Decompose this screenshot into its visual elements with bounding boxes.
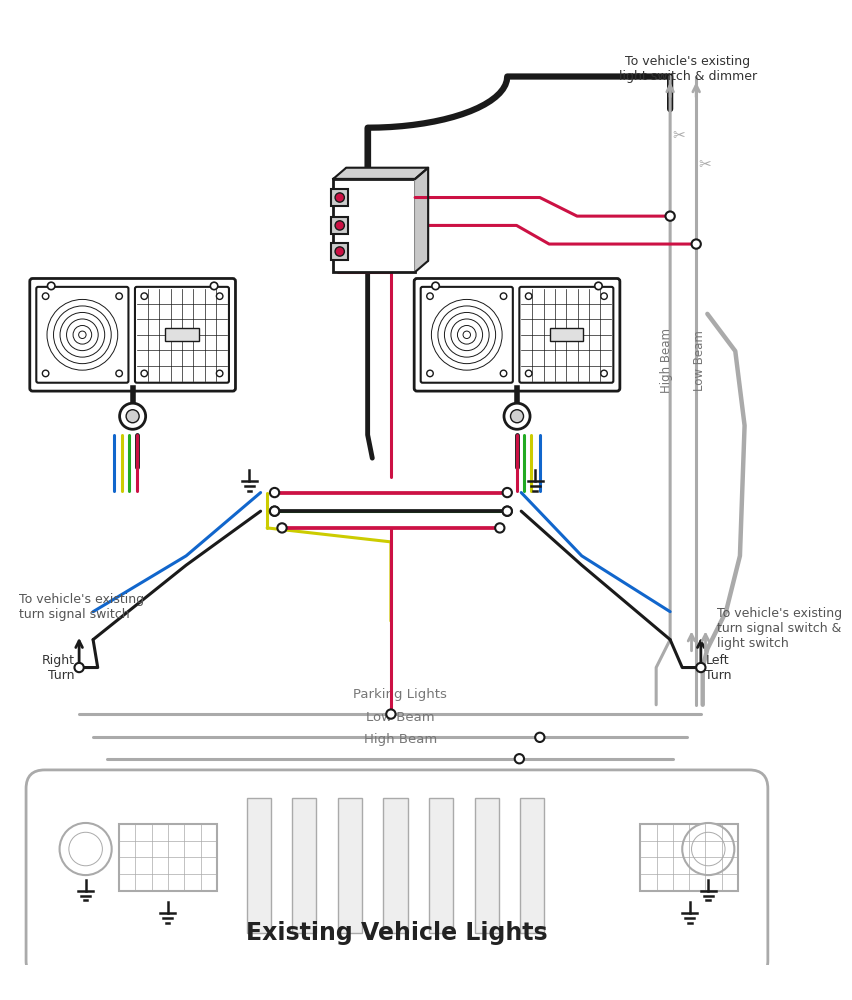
Circle shape <box>47 299 118 370</box>
Circle shape <box>426 370 433 377</box>
Bar <box>474 798 498 933</box>
FancyBboxPatch shape <box>519 287 613 383</box>
Circle shape <box>502 488 511 497</box>
Circle shape <box>216 293 222 299</box>
Circle shape <box>431 299 502 370</box>
Circle shape <box>60 312 105 357</box>
Text: Low Beam: Low Beam <box>693 330 705 391</box>
Bar <box>383 798 407 933</box>
FancyBboxPatch shape <box>135 287 228 383</box>
Circle shape <box>119 403 146 429</box>
Bar <box>337 798 361 933</box>
Bar <box>429 798 452 933</box>
Circle shape <box>66 319 98 351</box>
FancyBboxPatch shape <box>414 278 619 391</box>
Text: To vehicle's existing
light switch & dimmer: To vehicle's existing light switch & dim… <box>618 55 756 83</box>
Circle shape <box>269 488 279 497</box>
Text: Right
Turn: Right Turn <box>42 654 74 682</box>
FancyBboxPatch shape <box>26 770 767 979</box>
Circle shape <box>78 841 94 857</box>
Circle shape <box>691 239 700 249</box>
FancyBboxPatch shape <box>420 287 512 383</box>
Text: Parking Lights: Parking Lights <box>353 688 446 701</box>
Bar <box>640 824 737 891</box>
Circle shape <box>269 507 279 516</box>
Circle shape <box>141 370 147 377</box>
Circle shape <box>437 306 495 364</box>
Circle shape <box>457 325 475 344</box>
Circle shape <box>335 221 344 230</box>
Circle shape <box>141 293 147 299</box>
Circle shape <box>210 282 217 290</box>
Text: ✂: ✂ <box>671 128 684 143</box>
Circle shape <box>502 507 511 516</box>
Bar <box>520 798 544 933</box>
Circle shape <box>509 410 523 423</box>
Circle shape <box>699 841 716 857</box>
Circle shape <box>534 733 544 742</box>
Circle shape <box>682 823 734 875</box>
Circle shape <box>600 293 607 299</box>
Text: High Beam: High Beam <box>659 328 672 393</box>
Circle shape <box>691 832 724 866</box>
Text: Low Beam: Low Beam <box>366 711 434 724</box>
Circle shape <box>126 410 139 423</box>
Circle shape <box>69 832 102 866</box>
Circle shape <box>386 709 395 719</box>
Circle shape <box>695 663 705 672</box>
Circle shape <box>116 293 122 299</box>
Circle shape <box>600 370 607 377</box>
Circle shape <box>48 282 55 290</box>
Text: To vehicle's existing
turn signal switch: To vehicle's existing turn signal switch <box>19 593 144 621</box>
Circle shape <box>463 331 470 339</box>
Circle shape <box>78 331 86 339</box>
Bar <box>346 168 428 261</box>
Circle shape <box>43 293 49 299</box>
Bar <box>119 824 216 891</box>
Circle shape <box>277 523 286 533</box>
Circle shape <box>54 306 111 364</box>
Circle shape <box>502 507 511 516</box>
Circle shape <box>525 293 532 299</box>
Circle shape <box>504 403 529 429</box>
Circle shape <box>335 193 344 202</box>
Circle shape <box>499 370 506 377</box>
Polygon shape <box>415 168 428 272</box>
Bar <box>165 328 199 341</box>
Circle shape <box>494 523 504 533</box>
FancyBboxPatch shape <box>37 287 129 383</box>
FancyBboxPatch shape <box>30 278 235 391</box>
Circle shape <box>60 823 112 875</box>
Circle shape <box>499 293 506 299</box>
Bar <box>549 328 583 341</box>
Circle shape <box>444 312 488 357</box>
Circle shape <box>426 293 433 299</box>
Circle shape <box>514 754 523 763</box>
Circle shape <box>665 211 674 221</box>
Bar <box>333 179 415 272</box>
Circle shape <box>525 370 532 377</box>
Text: High Beam: High Beam <box>363 733 436 746</box>
Text: ✂: ✂ <box>697 157 710 172</box>
Bar <box>292 798 316 933</box>
Circle shape <box>431 282 439 290</box>
Bar <box>246 798 271 933</box>
Circle shape <box>74 663 83 672</box>
Bar <box>331 189 348 206</box>
Bar <box>331 243 348 260</box>
Polygon shape <box>333 168 428 179</box>
Circle shape <box>451 319 482 351</box>
Circle shape <box>269 507 279 516</box>
Circle shape <box>594 282 602 290</box>
Circle shape <box>216 370 222 377</box>
Circle shape <box>73 325 91 344</box>
Circle shape <box>335 247 344 256</box>
Text: Left
Turn: Left Turn <box>705 654 731 682</box>
Circle shape <box>43 370 49 377</box>
Text: To vehicle's existing
turn signal switch &
light switch: To vehicle's existing turn signal switch… <box>716 607 841 650</box>
Bar <box>331 217 348 234</box>
Text: Existing Vehicle Lights: Existing Vehicle Lights <box>245 921 547 945</box>
Circle shape <box>116 370 122 377</box>
